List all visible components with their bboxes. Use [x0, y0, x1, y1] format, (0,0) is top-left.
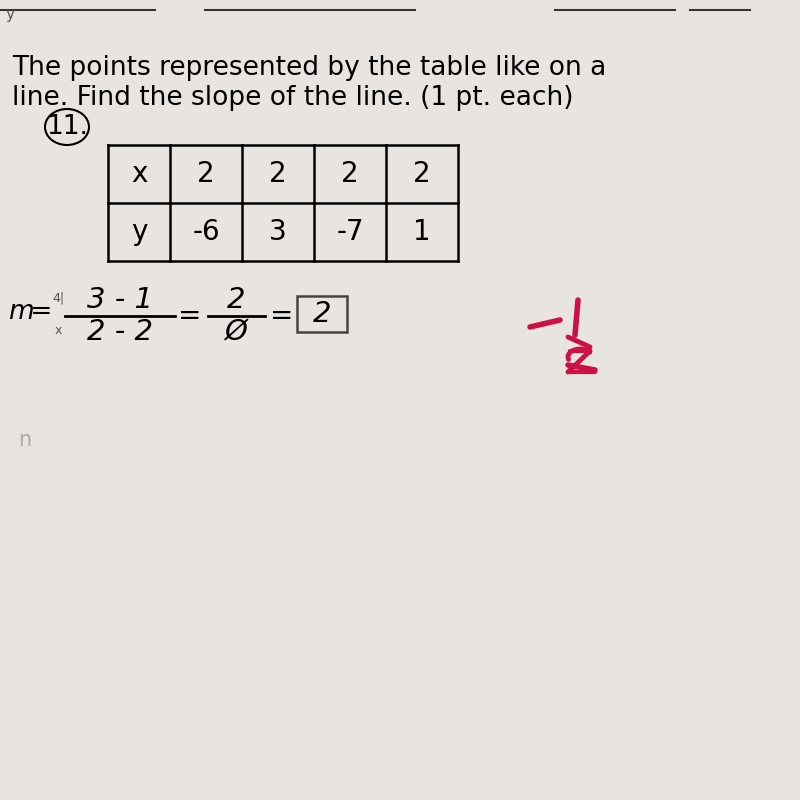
Text: -7: -7	[336, 218, 364, 246]
Text: 2: 2	[313, 300, 331, 328]
Text: -6: -6	[192, 218, 220, 246]
Text: x: x	[131, 160, 147, 188]
Text: 4|: 4|	[52, 291, 64, 305]
Text: y: y	[5, 7, 14, 22]
Text: 2 - 2: 2 - 2	[87, 318, 153, 346]
Text: 2: 2	[341, 160, 359, 188]
Text: 2: 2	[197, 160, 215, 188]
Text: 2: 2	[269, 160, 287, 188]
Text: 2: 2	[227, 286, 246, 314]
Text: x: x	[55, 323, 62, 337]
Text: line. Find the slope of the line. (1 pt. each): line. Find the slope of the line. (1 pt.…	[12, 85, 574, 111]
Text: n: n	[18, 430, 31, 450]
Text: =: =	[22, 299, 52, 325]
Text: Ø: Ø	[225, 318, 248, 346]
Text: 1: 1	[413, 218, 431, 246]
Text: 2: 2	[413, 160, 431, 188]
Text: 3 - 1: 3 - 1	[87, 286, 153, 314]
Text: y: y	[131, 218, 147, 246]
Text: =: =	[270, 302, 294, 330]
Text: 3: 3	[269, 218, 287, 246]
Text: m: m	[8, 299, 34, 325]
FancyBboxPatch shape	[297, 296, 347, 332]
Text: The points represented by the table like on a: The points represented by the table like…	[12, 55, 606, 81]
Text: =: =	[178, 302, 202, 330]
Text: 11.: 11.	[46, 114, 88, 140]
